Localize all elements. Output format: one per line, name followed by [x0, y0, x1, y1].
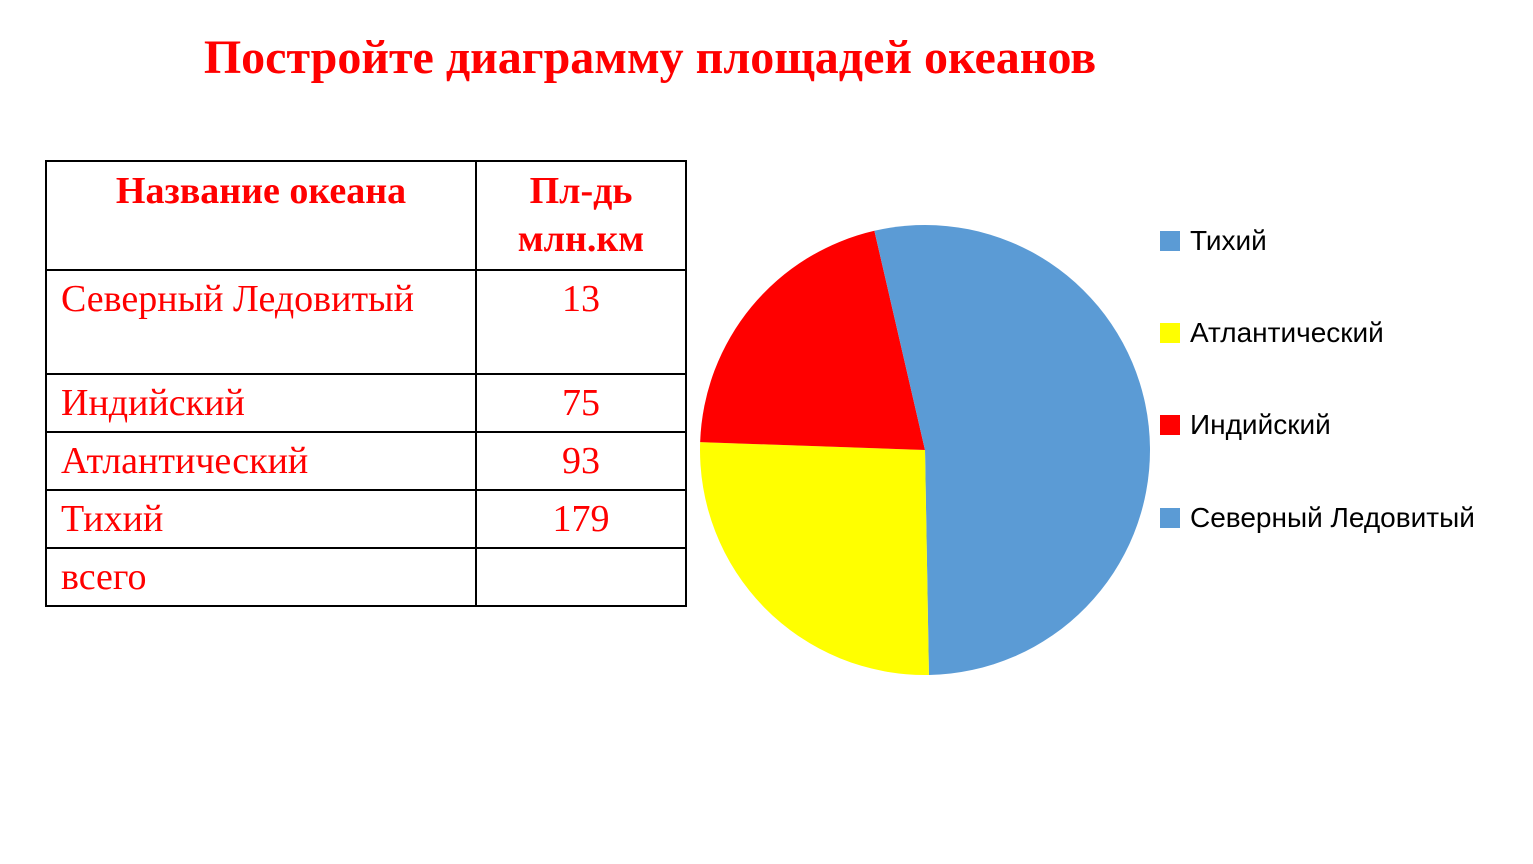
table-row: Северный Ледовитый 13 — [46, 270, 686, 374]
table-cell-name: Северный Ледовитый — [46, 270, 476, 374]
legend-label: Тихий — [1190, 225, 1267, 257]
table-header-area: Пл-дь млн.км — [476, 161, 686, 270]
pie-chart — [700, 190, 1160, 710]
table-cell-area — [476, 548, 686, 606]
legend-label: Атлантический — [1190, 317, 1384, 349]
legend-item: Индийский — [1160, 409, 1475, 441]
legend-swatch — [1160, 231, 1180, 251]
pie-slice — [925, 225, 1150, 675]
table-cell-area: 93 — [476, 432, 686, 490]
legend-item: Атлантический — [1160, 317, 1475, 349]
legend-swatch — [1160, 415, 1180, 435]
legend-swatch — [1160, 323, 1180, 343]
table-cell-name: всего — [46, 548, 476, 606]
table-row-total: всего — [46, 548, 686, 606]
legend-swatch — [1160, 508, 1180, 528]
table-row: Атлантический 93 — [46, 432, 686, 490]
table-cell-area: 13 — [476, 270, 686, 374]
table-cell-area: 75 — [476, 374, 686, 432]
legend-label: Северный Ледовитый — [1190, 502, 1475, 534]
table-cell-name: Тихий — [46, 490, 476, 548]
table-cell-area: 179 — [476, 490, 686, 548]
table-row: Тихий 179 — [46, 490, 686, 548]
legend-item: Северный Ледовитый — [1160, 502, 1475, 534]
slide-title: Постройте диаграмму площадей океанов — [0, 30, 1300, 85]
pie-chart-container: Тихий Атлантический Индийский Северный Л… — [700, 190, 1500, 710]
table-cell-name: Индийский — [46, 374, 476, 432]
pie-legend: Тихий Атлантический Индийский Северный Л… — [1160, 225, 1475, 594]
ocean-area-table: Название океана Пл-дь млн.км Северный Ле… — [45, 160, 687, 607]
table-cell-name: Атлантический — [46, 432, 476, 490]
pie-slice — [700, 442, 929, 675]
table-header-name: Название океана — [46, 161, 476, 270]
legend-item: Тихий — [1160, 225, 1475, 257]
legend-label: Индийский — [1190, 409, 1331, 441]
table-row: Индийский 75 — [46, 374, 686, 432]
